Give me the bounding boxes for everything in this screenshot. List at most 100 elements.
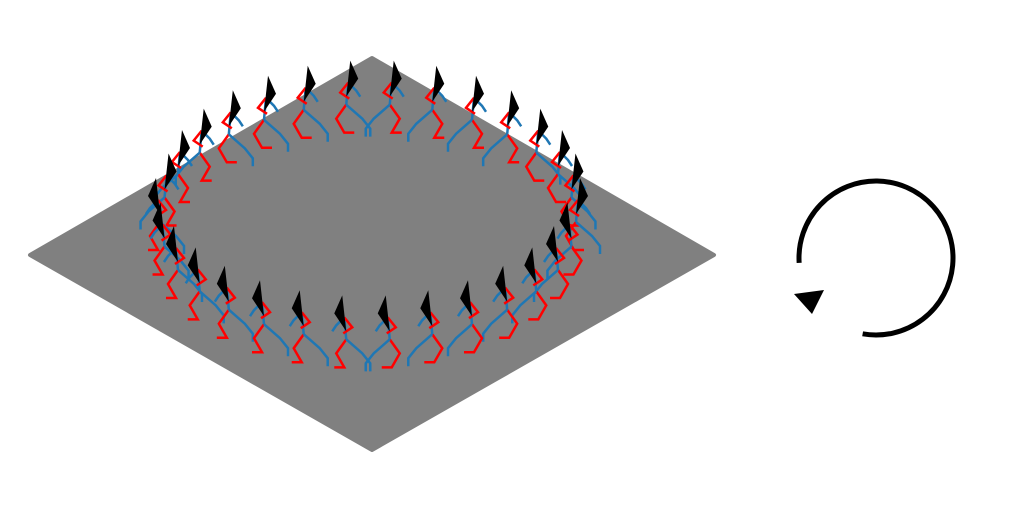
- walking-figure: [217, 90, 255, 167]
- head: [148, 178, 160, 214]
- walking-figure: [288, 290, 329, 367]
- right-leg: [364, 338, 391, 372]
- walking-figure: [446, 280, 484, 357]
- right-leg: [345, 103, 372, 137]
- left-leg: [217, 133, 237, 164]
- right-leg: [511, 290, 538, 324]
- left-leg: [176, 173, 190, 204]
- left-leg: [148, 221, 162, 252]
- left-leg: [152, 245, 166, 276]
- head: [264, 75, 276, 112]
- left-leg: [163, 196, 177, 227]
- head: [303, 65, 316, 102]
- walking-figure: [252, 75, 290, 152]
- walking-figure: [481, 90, 523, 167]
- walking-figure: [248, 280, 290, 357]
- walking-figure: [213, 265, 255, 342]
- head: [559, 202, 572, 239]
- left-leg: [464, 323, 484, 354]
- head: [472, 75, 484, 112]
- walking-figure: [184, 247, 225, 324]
- right-leg: [263, 118, 290, 152]
- right-leg: [407, 333, 434, 367]
- head: [199, 108, 212, 145]
- left-leg: [334, 338, 348, 369]
- left-leg: [198, 151, 212, 182]
- head: [228, 90, 241, 127]
- walking-figure: [364, 295, 402, 372]
- head: [216, 265, 229, 302]
- head: [164, 153, 177, 190]
- walking-figure: [524, 108, 562, 185]
- left-leg: [524, 151, 545, 182]
- right-leg: [364, 103, 391, 137]
- head: [495, 265, 508, 302]
- walking-figure: [331, 295, 372, 372]
- right-leg: [446, 323, 473, 357]
- right-leg: [227, 308, 255, 342]
- walking-figure: [546, 202, 583, 279]
- head: [576, 178, 588, 214]
- head: [558, 130, 571, 167]
- right-leg: [227, 133, 255, 167]
- head: [389, 60, 402, 97]
- left-leg: [499, 308, 519, 339]
- head: [571, 153, 584, 190]
- walking-figure: [292, 65, 329, 142]
- left-leg: [187, 290, 201, 321]
- walking-figure: [364, 60, 405, 137]
- head: [187, 247, 200, 284]
- walking-figure: [481, 265, 519, 342]
- head: [420, 290, 433, 327]
- right-leg: [535, 151, 562, 185]
- left-leg: [528, 290, 548, 321]
- head: [546, 225, 559, 262]
- right-leg: [174, 151, 201, 185]
- right-leg: [302, 108, 329, 142]
- right-leg: [159, 221, 186, 254]
- walking-figure: [152, 130, 194, 207]
- walking-figure: [334, 60, 372, 137]
- right-leg: [345, 338, 372, 372]
- left-leg: [165, 269, 179, 300]
- left-leg: [252, 323, 266, 354]
- left-leg: [550, 269, 570, 300]
- left-leg: [388, 103, 402, 134]
- left-leg: [563, 245, 583, 276]
- left-leg: [292, 109, 312, 140]
- walking-figure: [532, 225, 570, 302]
- left-leg: [546, 173, 567, 204]
- head: [334, 295, 347, 332]
- right-leg: [575, 221, 602, 254]
- right-leg: [302, 333, 329, 367]
- walking-figure: [162, 225, 204, 302]
- right-leg: [532, 269, 559, 302]
- left-leg: [424, 333, 444, 364]
- left-leg: [334, 103, 355, 134]
- left-leg: [252, 119, 272, 150]
- right-leg: [546, 245, 573, 279]
- walking-figure: [407, 65, 448, 142]
- walking-figures: [139, 60, 602, 372]
- head: [165, 225, 178, 262]
- head: [507, 90, 520, 127]
- head: [432, 65, 445, 102]
- right-leg: [446, 118, 473, 152]
- head: [291, 290, 304, 327]
- left-leg: [291, 333, 305, 364]
- left-leg: [381, 338, 402, 369]
- right-leg: [407, 108, 434, 142]
- left-leg: [506, 133, 520, 164]
- right-leg: [177, 269, 204, 302]
- walking-figure: [511, 247, 548, 324]
- head: [377, 295, 390, 332]
- left-leg: [216, 308, 230, 339]
- head: [152, 202, 165, 239]
- head: [346, 60, 359, 97]
- walking-figure: [407, 290, 444, 367]
- head: [536, 108, 549, 145]
- ground-plane: [28, 56, 716, 452]
- head: [252, 280, 264, 317]
- rotation-arrow-icon: [794, 178, 956, 338]
